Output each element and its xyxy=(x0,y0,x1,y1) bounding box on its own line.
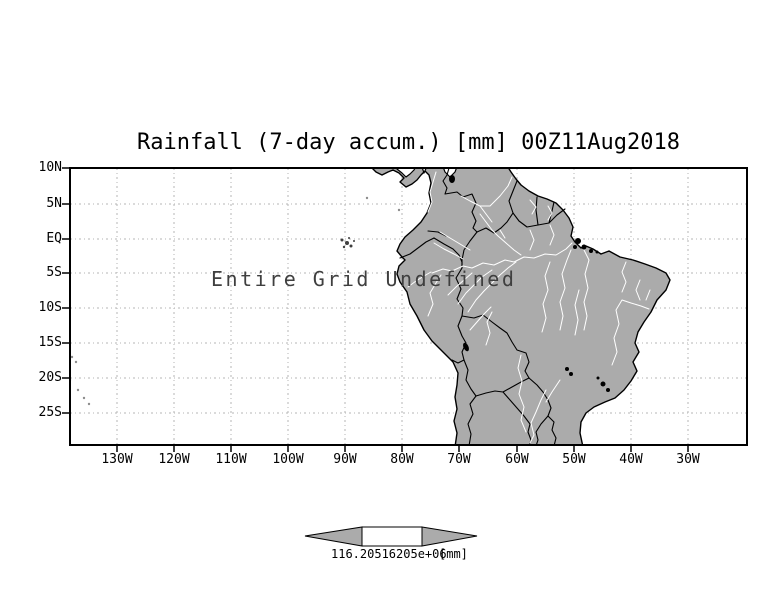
pacific-island-specks xyxy=(70,196,401,406)
lake-maracaibo xyxy=(449,175,455,183)
colorbar-units-label: [mm] xyxy=(439,547,468,561)
colorbar-tick-label: 116.20516205e+06 xyxy=(331,547,447,561)
lakes-and-delta xyxy=(449,175,610,392)
lon-label-50w: 50W xyxy=(562,452,586,467)
lon-label-90w: 90W xyxy=(333,452,357,467)
lon-label-40w: 40W xyxy=(619,452,643,467)
lat-label-20s: 20S xyxy=(38,370,62,385)
colorbar-right-arrow xyxy=(421,526,478,547)
lon-label-80w: 80W xyxy=(390,452,414,467)
galapagos-islands xyxy=(340,237,355,249)
colorbar-box xyxy=(361,526,423,547)
plot-frame xyxy=(69,167,748,446)
lon-label-30w: 30W xyxy=(676,452,700,467)
colorbar xyxy=(304,526,478,547)
lon-label-110w: 110W xyxy=(215,452,247,467)
lat-label-10n: 10N xyxy=(38,160,62,175)
lon-label-120w: 120W xyxy=(158,452,190,467)
lon-label-60w: 60W xyxy=(505,452,529,467)
axis-ticks xyxy=(62,167,689,452)
lat-label-5n: 5N xyxy=(46,196,62,211)
lon-label-130w: 130W xyxy=(101,452,133,467)
lake-titicaca xyxy=(463,342,469,352)
south-america-landmass xyxy=(371,168,671,445)
lon-label-100w: 100W xyxy=(272,452,304,467)
lat-label-10s: 10S xyxy=(38,300,62,315)
lat-label-5s: 5S xyxy=(46,265,62,280)
lat-label-eq: EQ xyxy=(46,231,62,246)
plot-title: Rainfall (7-day accum.) [mm] 00Z11Aug201… xyxy=(136,130,681,155)
lon-label-70w: 70W xyxy=(447,452,471,467)
river-network xyxy=(407,171,651,444)
lat-label-15s: 15S xyxy=(38,335,62,350)
lat-label-25s: 25S xyxy=(38,405,62,420)
undefined-grid-message: Entire Grid Undefined xyxy=(211,267,517,291)
colorbar-left-arrow xyxy=(304,526,363,547)
